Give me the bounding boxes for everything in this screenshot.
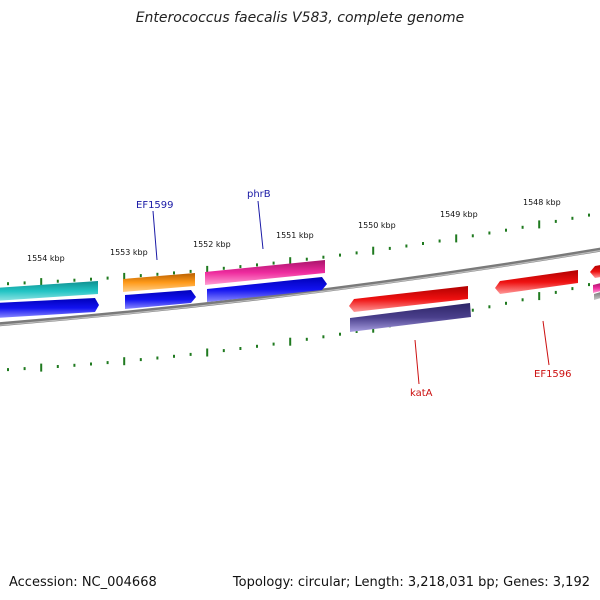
feature-pink-gene-edge[interactable]	[593, 283, 600, 293]
callout-line-phrb	[257, 200, 264, 250]
gene-label-phrb[interactable]: phrB	[247, 189, 271, 200]
gene-label-kata[interactable]: katA	[410, 388, 433, 399]
gene-label-ef1599[interactable]: EF1599	[136, 200, 174, 211]
accession-text: Accession: NC_004668	[9, 575, 157, 590]
feature-grey-gene-edge[interactable]	[594, 292, 600, 300]
callout-line-ef1596	[542, 320, 550, 366]
feature-red-gene-edge[interactable]	[590, 265, 600, 278]
kbp-label-1549: 1549 kbp	[440, 210, 478, 219]
map-title: Enterococcus faecalis V583, complete gen…	[135, 10, 465, 26]
feature-blue-gene-phrb[interactable]	[207, 277, 327, 302]
genome-backbone	[0, 247, 600, 327]
kbp-label-1548: 1548 kbp	[523, 198, 561, 207]
feature-pink-gene-phrb[interactable]	[205, 260, 325, 285]
feature-teal-gene[interactable]	[0, 281, 98, 301]
feature-purple-gene-kata[interactable]	[350, 303, 471, 332]
callout-line-kata	[414, 339, 420, 385]
kbp-label-1554: 1554 kbp	[27, 254, 65, 263]
feature-blue-gene-ef1599[interactable]	[125, 290, 196, 309]
callout-line-ef1599	[152, 210, 158, 261]
feature-orange-gene-ef1599[interactable]	[123, 273, 195, 292]
outer-tick-ring	[7, 213, 590, 287]
feature-blue-gene-left[interactable]	[0, 298, 99, 318]
kbp-label-1552: 1552 kbp	[193, 240, 231, 249]
genome-summary-text: Topology: circular; Length: 3,218,031 bp…	[232, 575, 590, 590]
feature-red-gene-kata[interactable]	[349, 286, 468, 312]
feature-red-gene-ef1596[interactable]	[495, 270, 578, 294]
kbp-label-1550: 1550 kbp	[358, 221, 396, 230]
inner-tick-ring	[7, 283, 590, 372]
gene-label-ef1596[interactable]: EF1596	[534, 369, 572, 380]
kbp-label-1551: 1551 kbp	[276, 231, 314, 240]
kbp-label-1553: 1553 kbp	[110, 248, 148, 257]
